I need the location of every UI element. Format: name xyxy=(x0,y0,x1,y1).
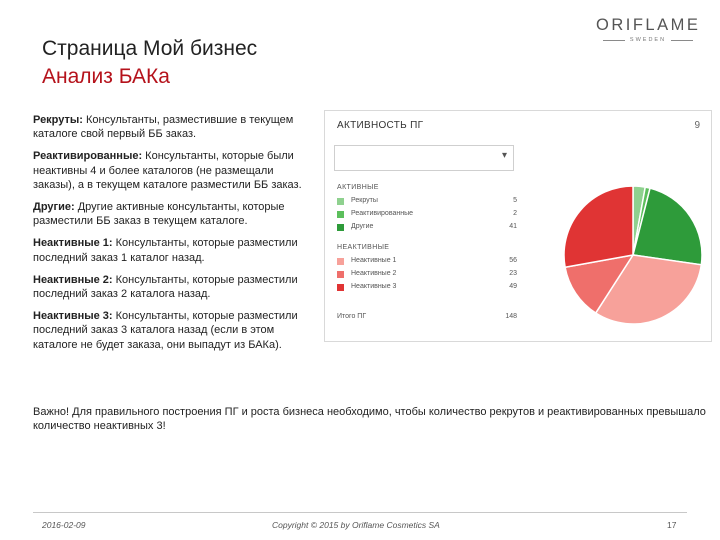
activity-pie-chart xyxy=(563,185,703,325)
definitions-list: Рекруты: Консультанты, разместившие в те… xyxy=(33,113,303,360)
legend-value: 56 xyxy=(509,257,517,264)
legend-label: Неактивные 2 xyxy=(351,270,397,277)
logo-rule-right xyxy=(671,39,694,41)
logo-wordmark: ORIFLAME xyxy=(596,16,701,34)
definition-text: Консультанты, разместившие в текущем кат… xyxy=(33,114,294,141)
logo-rule-left xyxy=(602,39,625,41)
page-number: 17 xyxy=(667,520,677,530)
legend-swatch xyxy=(337,258,344,265)
legend-row-recruits: Рекруты 5 xyxy=(337,196,517,207)
footer-date: 2016-02-09 xyxy=(42,520,86,530)
legend-row-inactive-2: Неактивные 2 23 xyxy=(337,269,517,280)
legend-swatch xyxy=(337,271,344,278)
definition-text: Консультанты, которые разместили последн… xyxy=(33,273,298,301)
definition-term: Другие: xyxy=(33,201,75,214)
legend-value: 5 xyxy=(513,197,517,204)
logo-subline: SWEDEN xyxy=(596,37,700,43)
total-row: Итого ПГ 148 xyxy=(337,313,517,320)
legend-label: Неактивные 3 xyxy=(351,283,397,290)
oriflame-logo: ORIFLAME SWEDEN xyxy=(596,16,700,43)
definition-inactive-2: Неактивные 2: Консультанты, которые разм… xyxy=(33,273,303,301)
footer-divider xyxy=(33,512,687,513)
period-dropdown[interactable]: ▾ xyxy=(334,145,514,171)
active-section-label: АКТИВНЫЕ xyxy=(337,184,379,191)
definition-term: Неактивные 1: xyxy=(33,237,113,250)
pie-slice-5 xyxy=(564,253,635,315)
legend-value: 23 xyxy=(509,270,517,277)
panel-title: АКТИВНОСТЬ ПГ xyxy=(337,120,424,131)
logo-sub-text: SWEDEN xyxy=(629,37,667,43)
title-line-1: Страница Мой бизнес xyxy=(42,37,258,60)
definition-text: Консультанты, которые были неактивны 4 и… xyxy=(33,150,302,191)
legend-swatch xyxy=(337,198,344,205)
legend-label: Реактивированные xyxy=(351,210,414,217)
legend-value: 49 xyxy=(509,283,517,290)
legend-value: 2 xyxy=(513,210,517,217)
definition-inactive-1: Неактивные 1: Консультанты, которые разм… xyxy=(33,236,303,264)
footer-copyright: Copyright © 2015 by Oriflame Cosmetics S… xyxy=(272,520,440,530)
definition-term: Неактивные 2: xyxy=(33,273,113,286)
legend-swatch xyxy=(337,211,344,218)
definition-recruits: Рекруты: Консультанты, разместившие в те… xyxy=(33,113,303,141)
pie-slice-3 xyxy=(632,187,703,266)
activity-panel: АКТИВНОСТЬ ПГ 9 ▾ АКТИВНЫЕ Рекруты 5 Реа… xyxy=(324,110,712,342)
definition-text: Другие активные консультанты, которые ра… xyxy=(33,201,285,228)
legend-row-inactive-1: Неактивные 1 56 xyxy=(337,256,517,267)
slide-title: Страница Мой бизнес Анализ БАКа xyxy=(42,35,257,91)
panel-count: 9 xyxy=(694,120,700,131)
pie-slice-6 xyxy=(563,185,634,269)
legend-row-others: Другие 41 xyxy=(337,222,517,233)
legend-label: Другие xyxy=(351,223,374,230)
definition-text: Консультанты, которые разместили последн… xyxy=(33,310,298,351)
important-note: Важно! Для правильного построения ПГ и р… xyxy=(33,406,706,433)
total-value: 148 xyxy=(505,313,517,320)
legend-swatch xyxy=(337,224,344,231)
chevron-down-icon[interactable]: ▾ xyxy=(501,150,507,161)
legend-row-reactivated: Реактивированные 2 xyxy=(337,209,517,220)
total-label: Итого ПГ xyxy=(337,313,367,320)
legend-swatch xyxy=(337,284,344,291)
definition-term: Неактивные 3: xyxy=(33,310,113,323)
legend-row-inactive-3: Неактивные 3 49 xyxy=(337,282,517,293)
legend-label: Рекруты xyxy=(351,197,378,204)
definition-text: Консультанты, которые разместили последн… xyxy=(33,237,298,264)
legend-value: 41 xyxy=(509,223,517,230)
title-line-2: Анализ БАКа xyxy=(42,65,170,88)
legend-label: Неактивные 1 xyxy=(351,257,397,264)
definition-inactive-3: Неактивные 3: Консультанты, которые разм… xyxy=(33,309,303,352)
inactive-section-label: НЕАКТИВНЫЕ xyxy=(337,244,390,251)
definition-reactivated: Реактивированные: Консультанты, которые … xyxy=(33,149,303,192)
definition-term: Рекруты: xyxy=(33,114,83,126)
definition-others: Другие: Другие активные консультанты, ко… xyxy=(33,200,303,228)
definition-term: Реактивированные: xyxy=(33,150,143,163)
